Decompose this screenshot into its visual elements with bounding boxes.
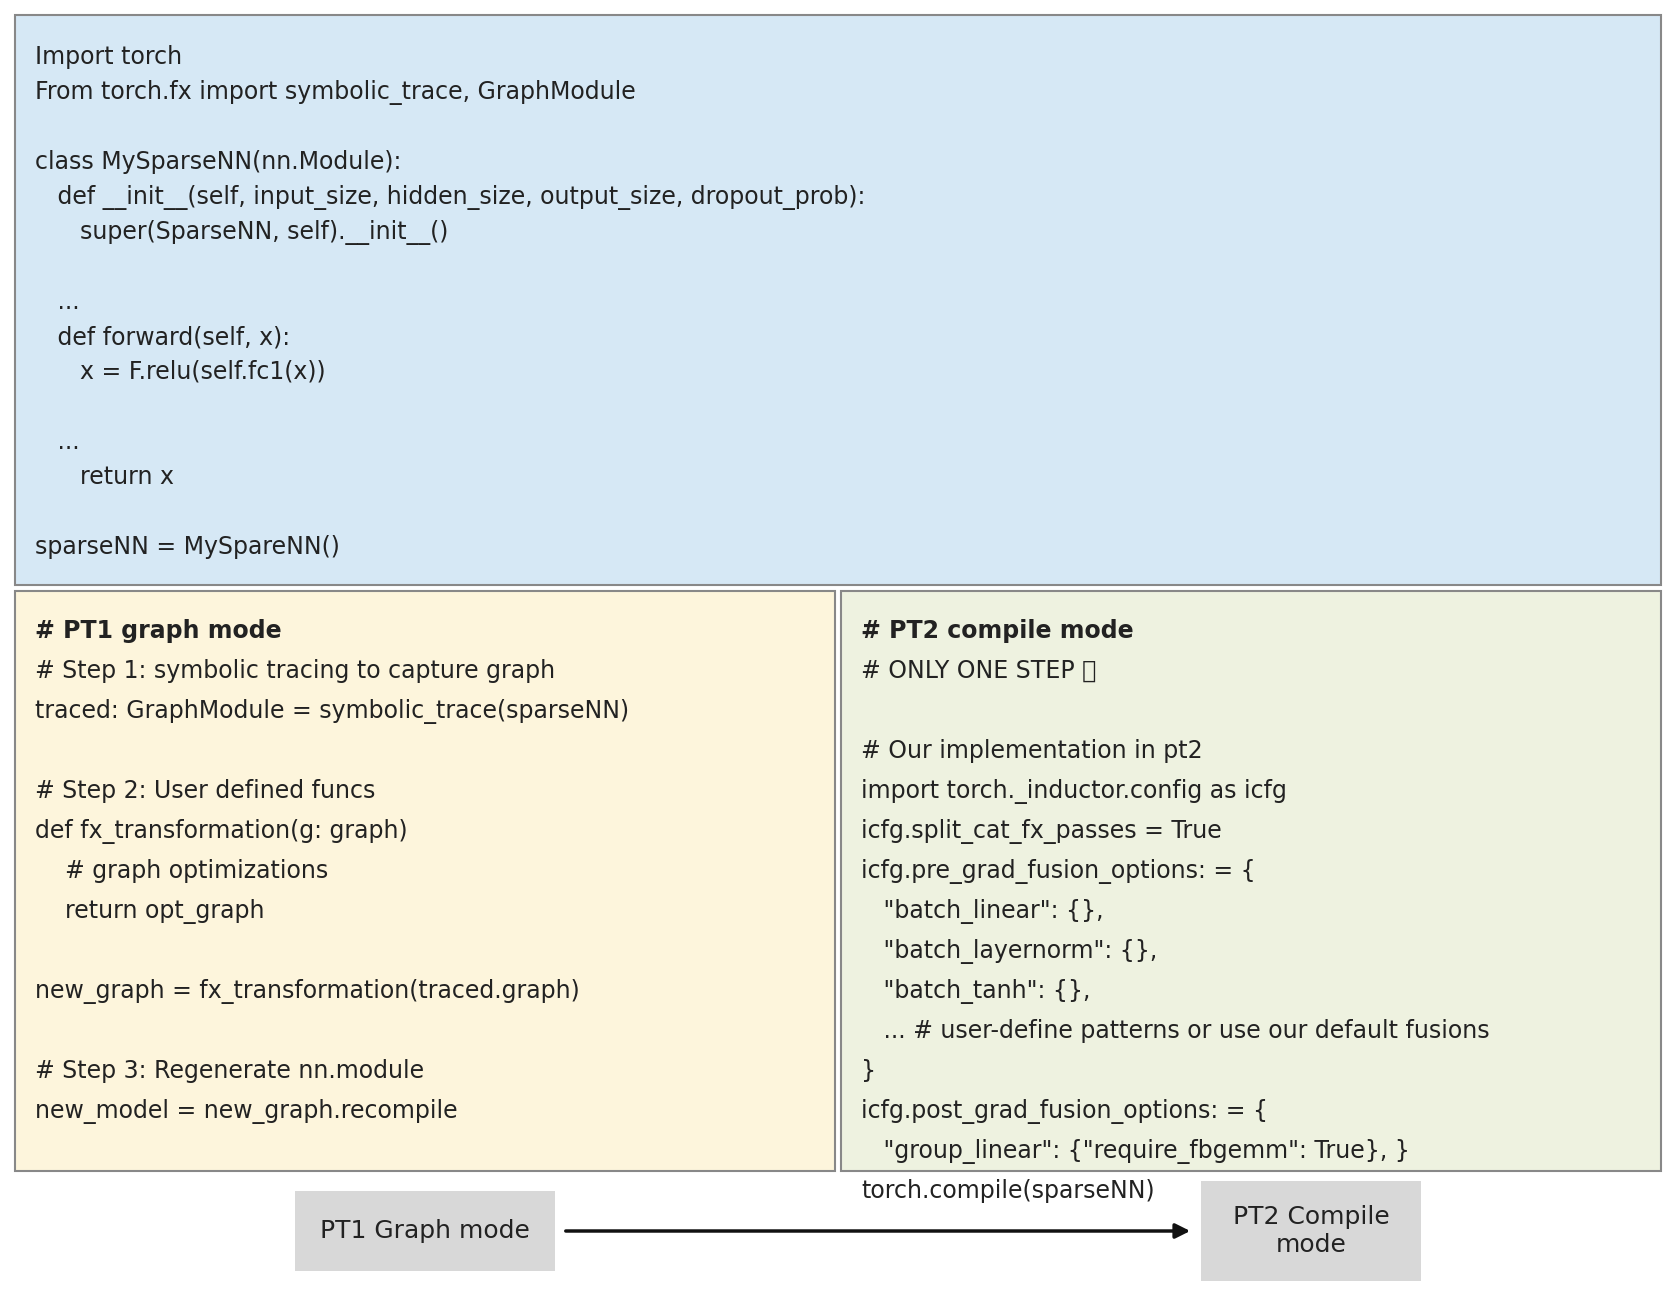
Bar [295,1191,555,1271]
Text: icfg.split_cat_fx_passes = True: icfg.split_cat_fx_passes = True [861,819,1222,844]
Text: new_graph = fx_transformation(traced.graph): new_graph = fx_transformation(traced.gra… [35,979,580,1004]
Text: ... # user-define patterns or use our default fusions: ... # user-define patterns or use our de… [861,1019,1490,1043]
Text: # PT1 graph mode: # PT1 graph mode [35,618,282,643]
Text: ...: ... [35,429,80,454]
Text: # graph optimizations: # graph optimizations [35,859,328,884]
Text: Import torch: Import torch [35,45,183,70]
Text: def __init__(self, input_size, hidden_size, output_size, dropout_prob):: def __init__(self, input_size, hidden_si… [35,185,865,210]
Text: "group_linear": {"require_fbgemm": True}, }: "group_linear": {"require_fbgemm": True}… [861,1138,1410,1165]
Text: }: } [861,1060,877,1083]
Text: def forward(self, x):: def forward(self, x): [35,326,290,349]
Text: import torch._inductor.config as icfg: import torch._inductor.config as icfg [861,779,1287,804]
Text: class MySparseNN(nn.Module):: class MySparseNN(nn.Module): [35,150,401,175]
Text: ...: ... [35,290,80,314]
Text: super(SparseNN, self).__init__(): super(SparseNN, self).__init__() [35,221,449,246]
Text: PT1 Graph mode: PT1 Graph mode [320,1218,530,1243]
Text: "batch_tanh": {},: "batch_tanh": {}, [861,979,1091,1004]
Text: sparseNN = MySpareNN(): sparseNN = MySpareNN() [35,534,340,559]
Text: # Step 2: User defined funcs: # Step 2: User defined funcs [35,779,375,804]
Bar [15,14,1661,586]
Bar [1202,1180,1421,1281]
Text: PT2 Compile
mode: PT2 Compile mode [1232,1205,1389,1257]
Text: return opt_graph: return opt_graph [35,899,265,924]
Text: # Step 1: symbolic tracing to capture graph: # Step 1: symbolic tracing to capture gr… [35,659,555,683]
Text: traced: GraphModule = symbolic_trace(sparseNN): traced: GraphModule = symbolic_trace(spa… [35,699,628,723]
Bar [841,591,1661,1171]
Text: From torch.fx import symbolic_trace, GraphModule: From torch.fx import symbolic_trace, Gra… [35,80,635,105]
Text: "batch_layernorm": {},: "batch_layernorm": {}, [861,939,1156,964]
Text: icfg.post_grad_fusion_options: = {: icfg.post_grad_fusion_options: = { [861,1099,1269,1124]
Text: icfg.pre_grad_fusion_options: = {: icfg.pre_grad_fusion_options: = { [861,859,1255,884]
Text: # PT2 compile mode: # PT2 compile mode [861,618,1133,643]
Text: # Our implementation in pt2: # Our implementation in pt2 [861,739,1203,763]
Text: def fx_transformation(g: graph): def fx_transformation(g: graph) [35,819,407,844]
Text: # Step 3: Regenerate nn.module: # Step 3: Regenerate nn.module [35,1060,424,1083]
Text: return x: return x [35,465,174,488]
Text: torch.compile(sparseNN): torch.compile(sparseNN) [861,1179,1155,1203]
Text: # ONLY ONE STEP 🙂: # ONLY ONE STEP 🙂 [861,659,1096,683]
Bar [15,591,835,1171]
Text: x = F.relu(self.fc1(x)): x = F.relu(self.fc1(x)) [35,360,325,383]
Text: new_model = new_graph.recompile: new_model = new_graph.recompile [35,1099,458,1124]
Text: "batch_linear": {},: "batch_linear": {}, [861,899,1103,924]
